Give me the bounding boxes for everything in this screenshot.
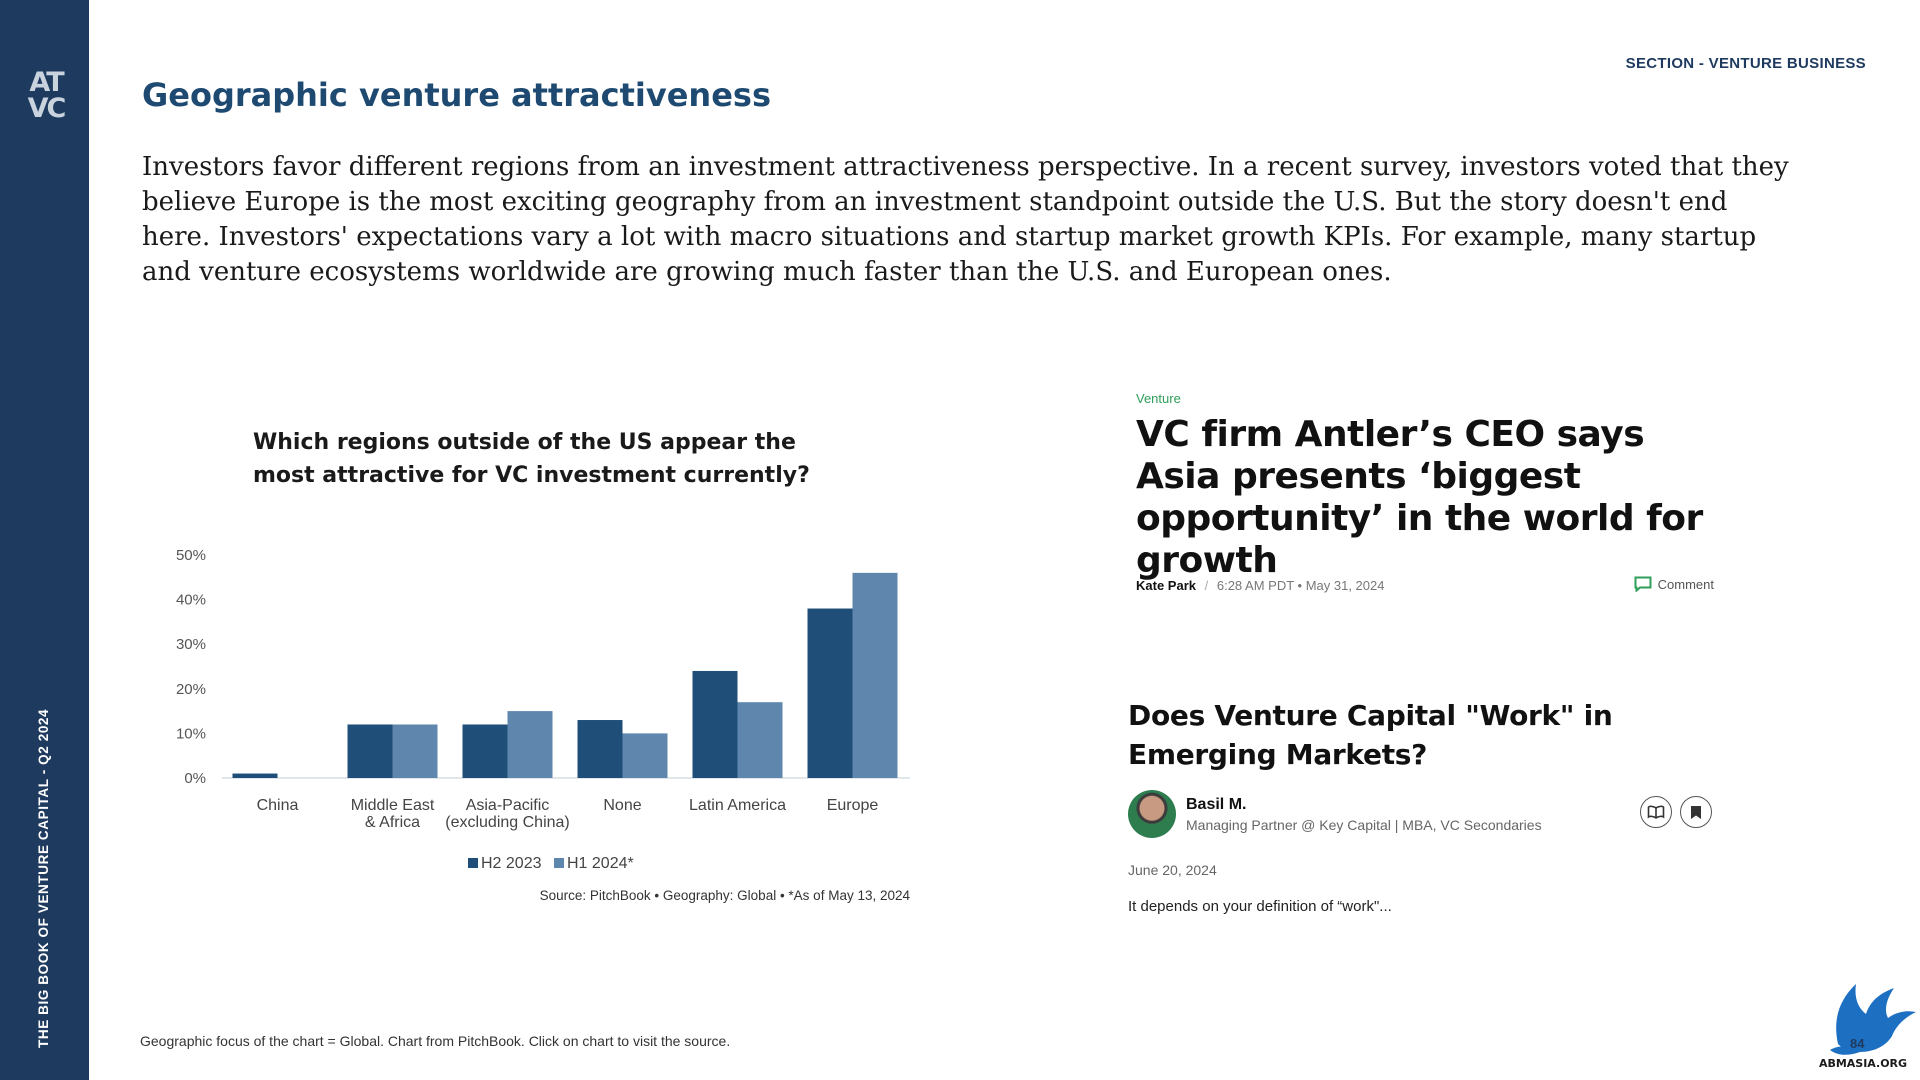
bar — [577, 720, 623, 778]
page-number: 84 — [1850, 1036, 1865, 1051]
y-tick-label: 40% — [176, 592, 206, 609]
chart-title: Which regions outside of the US appear t… — [253, 430, 810, 488]
comment-icon — [1634, 576, 1652, 592]
category-label: Europe — [827, 797, 879, 814]
article-headline[interactable]: Does Venture Capital "Work" in Emerging … — [1128, 699, 1613, 771]
category-label: None — [603, 797, 641, 814]
article-timestamp: 6:28 AM PDT • May 31, 2024 — [1216, 578, 1385, 593]
y-tick-label: 30% — [176, 636, 206, 653]
book-title-vertical: THE BIG BOOK OF VENTURE CAPITAL - Q2 202… — [36, 708, 51, 1048]
article-headline[interactable]: VC firm Antler’s CEO says Asia presents … — [1136, 414, 1703, 581]
antler-article-card[interactable]: Venture VC firm Antler’s CEO says Asia p… — [1130, 388, 1750, 603]
atvc-logo: AT VC — [18, 67, 74, 130]
legend-label: H1 2024* — [567, 855, 634, 872]
category-label: & Africa — [365, 814, 420, 831]
bar — [737, 702, 783, 778]
meta-separator: / — [1204, 578, 1209, 593]
bar — [692, 670, 738, 778]
article-author[interactable]: Kate Park — [1136, 578, 1196, 593]
article-meta: Kate Park / 6:28 AM PDT • May 31, 2024 — [1136, 578, 1384, 593]
book-open-icon — [1647, 805, 1665, 819]
bar — [347, 724, 393, 778]
bar-chart-svg: 0% 10% 20% 30% 40% 50% China Middle East& Afric… — [176, 547, 910, 872]
intro-paragraph: Investors favor different regions from a… — [142, 152, 1789, 287]
y-tick-label: 0% — [184, 770, 206, 787]
author-avatar[interactable] — [1128, 790, 1176, 838]
comment-button[interactable]: Comment — [1634, 576, 1714, 592]
read-button[interactable] — [1640, 796, 1672, 828]
logo-top: AT — [29, 67, 64, 98]
article-tag[interactable]: Venture — [1136, 391, 1181, 406]
sidebar: AT VC THE BIG BOOK OF VENTURE CAPITAL - … — [0, 0, 89, 1080]
eagle-logo: ABMASIA.ORG — [1819, 984, 1916, 1070]
comment-label: Comment — [1657, 576, 1714, 592]
bar — [232, 773, 278, 778]
legend-swatch — [554, 858, 564, 868]
y-tick-label: 20% — [176, 681, 206, 698]
legend-swatch — [468, 858, 478, 868]
watermark-text: ABMASIA.ORG — [1819, 1057, 1907, 1070]
section-label: SECTION - VENTURE BUSINESS — [1625, 55, 1866, 72]
category-label: Middle East — [351, 797, 435, 814]
footnote: Geographic focus of the chart = Global. … — [140, 1033, 731, 1049]
bar — [392, 724, 438, 778]
article-snippet: It depends on your definition of “work".… — [1128, 898, 1392, 915]
bar — [507, 711, 553, 778]
bar — [807, 608, 853, 778]
logo-bottom: VC — [27, 93, 67, 124]
author-name[interactable]: Basil M. — [1186, 796, 1247, 813]
save-button[interactable] — [1680, 796, 1712, 828]
y-tick-label: 10% — [176, 725, 206, 742]
category-label: Latin America — [689, 797, 786, 814]
bar — [852, 572, 898, 778]
bar — [622, 733, 668, 778]
bar — [462, 724, 508, 778]
article-date: June 20, 2024 — [1128, 862, 1217, 878]
category-label: Asia-Pacific — [466, 797, 550, 814]
author-role: Managing Partner @ Key Capital | MBA, VC… — [1186, 817, 1542, 833]
y-tick-label: 50% — [176, 547, 206, 564]
category-label: China — [257, 797, 299, 814]
category-label: (excluding China) — [445, 814, 570, 831]
legend-label: H2 2023 — [481, 855, 542, 872]
page-title: Geographic venture attractiveness — [142, 76, 771, 114]
emerging-markets-article-card[interactable]: Does Venture Capital "Work" in Emerging … — [1128, 690, 1748, 930]
bookmark-icon — [1691, 805, 1701, 819]
survey-chart[interactable]: Which regions outside of the US appear t… — [150, 420, 930, 910]
chart-source: Source: PitchBook • Geography: Global • … — [539, 888, 910, 903]
